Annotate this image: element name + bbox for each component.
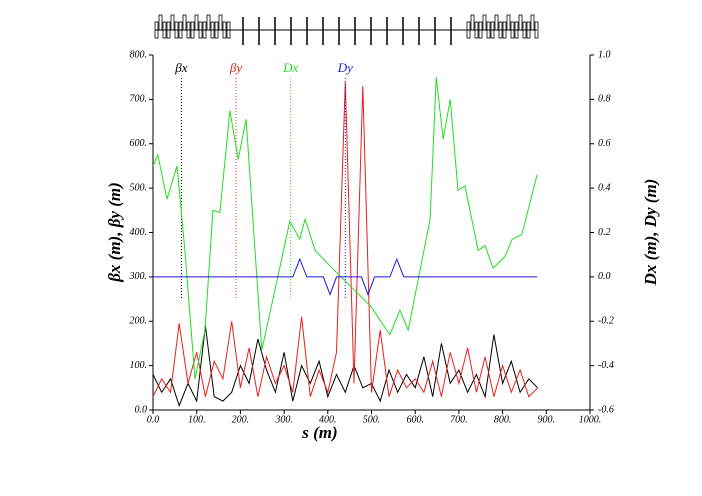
y-tick-label: 100. [130,360,148,371]
y-tick-label: 600. [130,138,148,149]
legend-label: Dx [282,60,298,75]
magnet [498,21,503,39]
y-tick-label: 800. [130,49,148,60]
y-tick-label: 200. [130,316,148,327]
y2-tick-label: -0.4 [598,360,614,371]
magnet [226,21,231,39]
legend-label: Dy [337,60,353,75]
magnet [534,21,539,39]
magnet [502,21,507,39]
magnet [162,21,167,39]
x-tick-label: 0.0 [147,414,160,425]
x-tick-label: 400. [319,414,337,425]
series-line [152,325,538,408]
magnet [494,14,499,31]
lattice-diagram [154,14,539,45]
magnet [222,21,227,39]
magnet [506,14,511,31]
x-axis-label: s (m) [301,423,337,442]
y-tick-label: 300. [129,271,148,282]
y-tick-label: 400. [130,227,148,238]
magnet [490,21,495,39]
x-tick-label: 800. [494,414,512,425]
series-line [153,257,538,297]
magnet [530,14,535,31]
magnet [202,21,207,39]
x-tick-label: 600. [406,414,424,425]
y2-tick-label: 0.6 [598,138,611,149]
magnet [486,21,491,39]
y2-tick-label: 0.4 [598,182,611,193]
y-axis-label: βx (m), βy (m) [105,182,124,283]
x-tick-label: 200. [232,414,250,425]
magnet [198,21,203,39]
y2-tick-label: 0.2 [598,227,611,238]
magnet [518,14,523,31]
magnet [482,14,487,31]
x-tick-label: 700. [450,414,468,425]
x-tick-label: 300. [274,414,293,425]
magnet [178,21,183,39]
y-tick-label: 500. [130,182,148,193]
y2-tick-label: -0.2 [598,316,614,327]
legend-label: βx [174,60,187,75]
magnet [218,14,223,31]
x-tick-label: 500. [363,414,381,425]
magnet [182,14,187,31]
magnet [470,14,475,31]
x-tick-label: 900. [538,414,556,425]
y2-tick-label: -0.6 [598,404,614,415]
y-tick-label: 700. [130,94,148,105]
magnet [190,21,195,39]
y-tick-label: 0.0 [135,404,148,415]
magnet [154,21,159,39]
x-tick-label: 100. [188,414,206,425]
magnet [514,21,519,39]
magnet [474,21,479,39]
magnet [522,21,527,39]
magnet [206,14,211,31]
series-line [152,77,538,380]
magnet [166,21,171,39]
legend-label: βy [229,60,242,75]
magnet [158,14,163,31]
magnet [466,21,471,39]
magnet [478,21,483,39]
x-tick-label: 1000. [579,414,602,425]
y2-axis-label: Dx (m), Dy (m) [641,179,660,287]
magnet [210,21,215,39]
magnet [174,21,179,39]
magnet [510,21,515,39]
y2-tick-label: 0.0 [598,271,611,282]
y2-tick-label: 0.8 [598,94,611,105]
magnet [214,21,219,39]
magnet [186,21,191,39]
magnet [194,14,199,31]
y2-tick-label: 1.0 [598,49,611,60]
magnet [526,21,531,39]
magnet [170,14,175,31]
